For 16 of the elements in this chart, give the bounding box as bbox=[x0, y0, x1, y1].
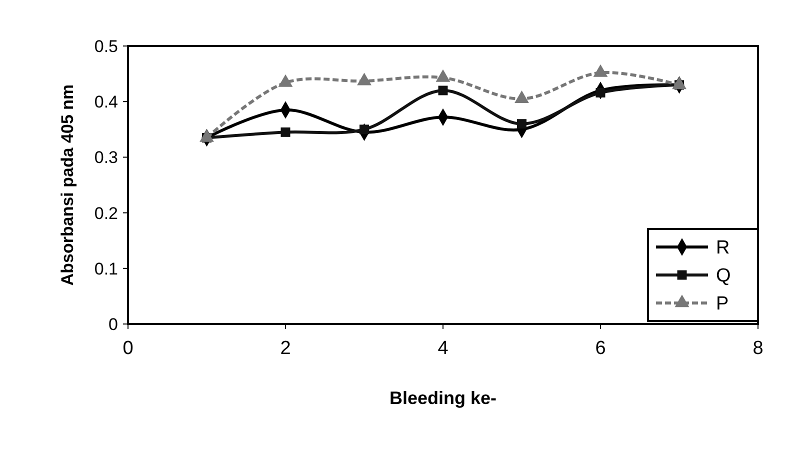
y-axis-title: Absorbansi pada 405 nm bbox=[58, 84, 77, 286]
y-tick-label: 0.1 bbox=[94, 259, 118, 278]
x-tick-label: 4 bbox=[438, 338, 449, 359]
legend-label: P bbox=[716, 294, 729, 315]
x-tick-label: 2 bbox=[280, 338, 291, 359]
x-tick-label: 8 bbox=[752, 338, 764, 359]
legend-label: Q bbox=[716, 266, 731, 287]
legend-label: R bbox=[716, 238, 730, 259]
y-tick-label: 0.2 bbox=[94, 204, 118, 223]
x-tick-label: 6 bbox=[595, 338, 606, 359]
y-tick-label: 0.5 bbox=[94, 36, 118, 56]
x-tick-label: 0 bbox=[122, 338, 134, 359]
y-tick-label: 0.4 bbox=[94, 92, 118, 112]
y-tick-label: 0.3 bbox=[94, 148, 118, 168]
x-axis-title: Bleeding ke- bbox=[389, 388, 497, 408]
y-tick-label: 0 bbox=[108, 314, 118, 334]
